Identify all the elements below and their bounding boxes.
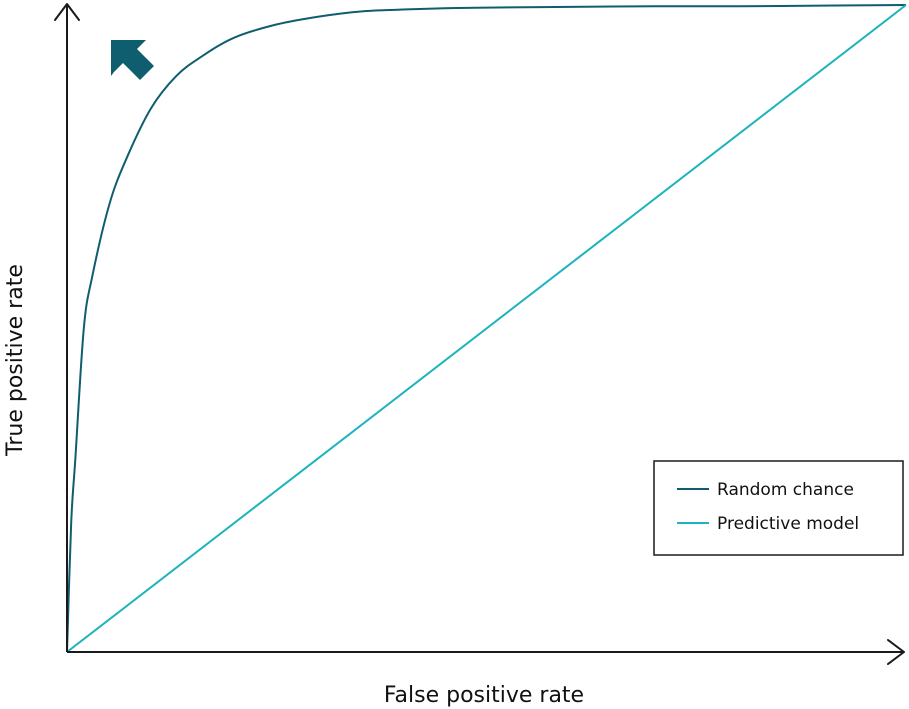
x-axis-label: False positive rate <box>384 683 584 708</box>
legend-label-random-chance: Random chance <box>717 480 854 500</box>
y-axis-arrowhead <box>54 3 80 21</box>
series-layer <box>66 4 907 653</box>
series-line-random-chance <box>66 4 907 653</box>
series-line-predictive-model <box>66 4 907 653</box>
x-axis-arrowhead <box>887 639 905 665</box>
legend-label-predictive-model: Predictive model <box>717 514 859 534</box>
legend: Random chance Predictive model <box>653 460 904 556</box>
arrow-up-left-icon <box>111 40 154 80</box>
legend-box <box>653 460 904 556</box>
y-axis-label: True positive rate <box>3 264 28 457</box>
